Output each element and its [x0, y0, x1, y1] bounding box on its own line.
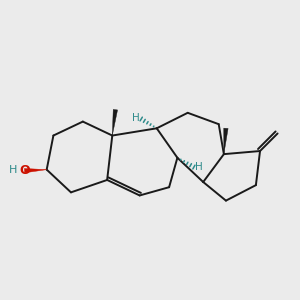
Polygon shape	[112, 110, 118, 136]
Polygon shape	[24, 169, 47, 173]
Polygon shape	[224, 128, 228, 154]
Text: H: H	[9, 165, 17, 175]
Text: H: H	[132, 113, 140, 123]
Text: O: O	[19, 164, 30, 177]
Text: H: H	[195, 162, 203, 172]
